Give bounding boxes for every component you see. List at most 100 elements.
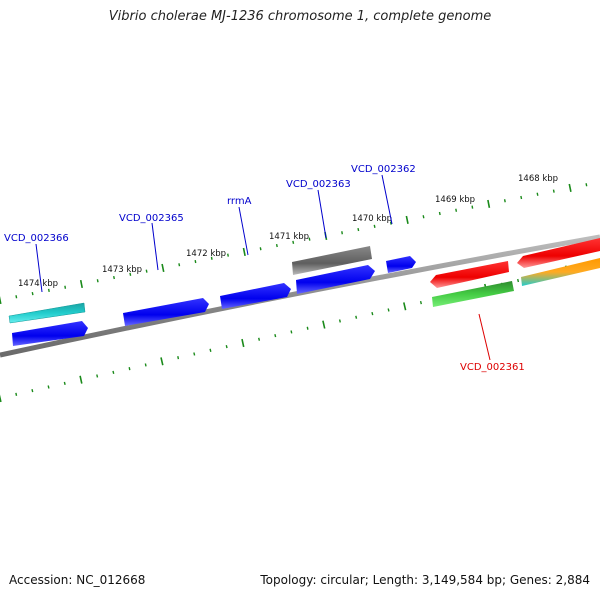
leader-vcd-002363 — [317, 189, 327, 239]
outer-ring-tick — [438, 211, 441, 216]
outer-ring-tick — [47, 288, 50, 293]
outer-ring-tick — [227, 253, 229, 257]
label-leaders — [35, 174, 491, 361]
tick-label-1471: 1471 kbp — [269, 232, 309, 242]
inner-ring-tick — [79, 375, 83, 384]
outer-ring-tick — [210, 256, 213, 260]
outer-ring-tick — [552, 189, 555, 193]
leader-vcd-002362 — [381, 174, 393, 225]
genome-summary-text: Topology: circular; Length: 3,149,584 bp… — [260, 573, 590, 587]
outer-ring-tick — [520, 195, 523, 200]
inner-ring-tick — [274, 334, 277, 338]
gene-feature-vcd-002361[interactable] — [432, 281, 514, 307]
accession-text: Accession: NC_012668 — [9, 573, 146, 587]
inner-ring-tick — [241, 338, 245, 348]
label-vcd-002365[interactable]: VCD_002365 — [119, 213, 184, 224]
inner-ring-tick — [355, 315, 358, 319]
gene-feature-vcd-002365[interactable] — [123, 298, 209, 326]
outer-ring-tick — [373, 224, 376, 228]
outer-ring-tick — [568, 183, 572, 192]
label-vcd-002362[interactable]: VCD_002362 — [351, 164, 416, 175]
tick-label-1474: 1474 kbp — [18, 279, 58, 289]
gene-feature-rrma[interactable] — [220, 283, 291, 309]
inner-ring-tick — [112, 370, 115, 374]
inner-ring-tick — [96, 374, 99, 378]
inner-ring-tick — [419, 300, 422, 305]
outer-ring-tick — [145, 269, 148, 273]
chromosome-backbone — [0, 234, 600, 358]
label-vcd-002366[interactable]: VCD_002366 — [4, 233, 69, 244]
outer-ring-tick — [31, 291, 34, 296]
outer-ring-tick — [96, 279, 99, 283]
outer-ring-tick — [357, 227, 360, 232]
label-rrma[interactable]: rrmA — [227, 196, 252, 207]
leader-vcd-002361 — [478, 313, 491, 361]
inner-ring-tick — [47, 385, 50, 389]
inner-ring-tick — [31, 389, 34, 393]
outer-ring-tick — [308, 237, 311, 241]
gene-feature-vcd-002363[interactable] — [292, 246, 372, 275]
tick-label-1469: 1469 kbp — [435, 195, 475, 205]
tick-label-1468: 1468 kbp — [518, 174, 558, 184]
outer-ring-tick — [536, 192, 539, 196]
forward-strand-features — [8, 246, 416, 346]
outer-ring-tick — [194, 259, 197, 264]
outer-ring-tick — [161, 263, 165, 273]
map-title: Vibrio cholerae MJ-1236 chromosome 1, co… — [108, 9, 492, 24]
outer-ring-tick — [503, 199, 506, 203]
tick-label-1472: 1472 kbp — [186, 249, 226, 259]
outer-ring-tick — [405, 215, 409, 224]
outer-ring-tick — [129, 272, 132, 276]
leader-vcd-002365 — [151, 222, 159, 271]
outer-ring-tick — [15, 295, 18, 299]
outer-ring-tick — [79, 279, 83, 289]
outer-ring-tick — [292, 240, 295, 244]
inner-ring-tick — [225, 345, 228, 349]
outer-ring-tick — [389, 221, 392, 225]
inner-ring-tick — [144, 363, 147, 367]
outer-ring-tick — [113, 275, 115, 280]
gene-feature-blue-under-vcd-002363[interactable] — [296, 265, 375, 294]
outer-ring-tick — [0, 296, 2, 305]
outer-ring-tick — [64, 285, 67, 289]
inner-ring-tick — [371, 311, 374, 316]
inner-ring-tick — [338, 319, 341, 323]
gene-feature-red-2[interactable] — [517, 238, 600, 268]
inner-ring-tick — [209, 348, 212, 352]
inner-ring-tick — [258, 337, 261, 341]
outer-ring-tick — [585, 183, 588, 187]
inner-ring-tick — [128, 367, 131, 371]
outer-ring-tick — [471, 205, 474, 209]
leader-rrma — [238, 206, 249, 256]
outer-ring-tick — [242, 247, 246, 257]
inner-ring-tick — [160, 357, 164, 366]
outer-ring-tick — [275, 243, 278, 248]
inner-ring-tick — [63, 381, 66, 385]
gene-feature-vcd-002366[interactable] — [12, 321, 88, 346]
inner-ring-tick — [0, 394, 2, 403]
gene-feature-red-1[interactable] — [430, 261, 509, 288]
inner-ring-tick — [177, 356, 180, 360]
outer-ring-tick — [422, 215, 425, 219]
gene-feature-vcd-002362[interactable] — [386, 256, 416, 273]
inner-ring-tick — [306, 326, 309, 330]
outer-ring-tick — [341, 231, 343, 235]
outer-ring-tick — [455, 208, 458, 212]
label-vcd-002361[interactable]: VCD_002361 — [460, 362, 525, 373]
label-vcd-002363[interactable]: VCD_002363 — [286, 179, 351, 190]
inner-ring-tick — [403, 302, 407, 311]
outer-ring-tick — [487, 199, 491, 208]
inner-ring-tick — [322, 320, 326, 329]
tick-label-1470: 1470 kbp — [352, 214, 392, 224]
inner-ring-tick — [15, 392, 18, 396]
right-side-features — [430, 238, 600, 307]
inner-ring-tick — [290, 330, 293, 334]
gene-feature-orange[interactable] — [521, 258, 600, 286]
gene-feature-teal[interactable] — [8, 302, 86, 324]
inner-ring-tick — [387, 308, 390, 312]
tick-label-1473: 1473 kbp — [102, 265, 142, 275]
outer-ring-tick — [178, 263, 181, 267]
outer-ring-tick — [259, 247, 262, 251]
